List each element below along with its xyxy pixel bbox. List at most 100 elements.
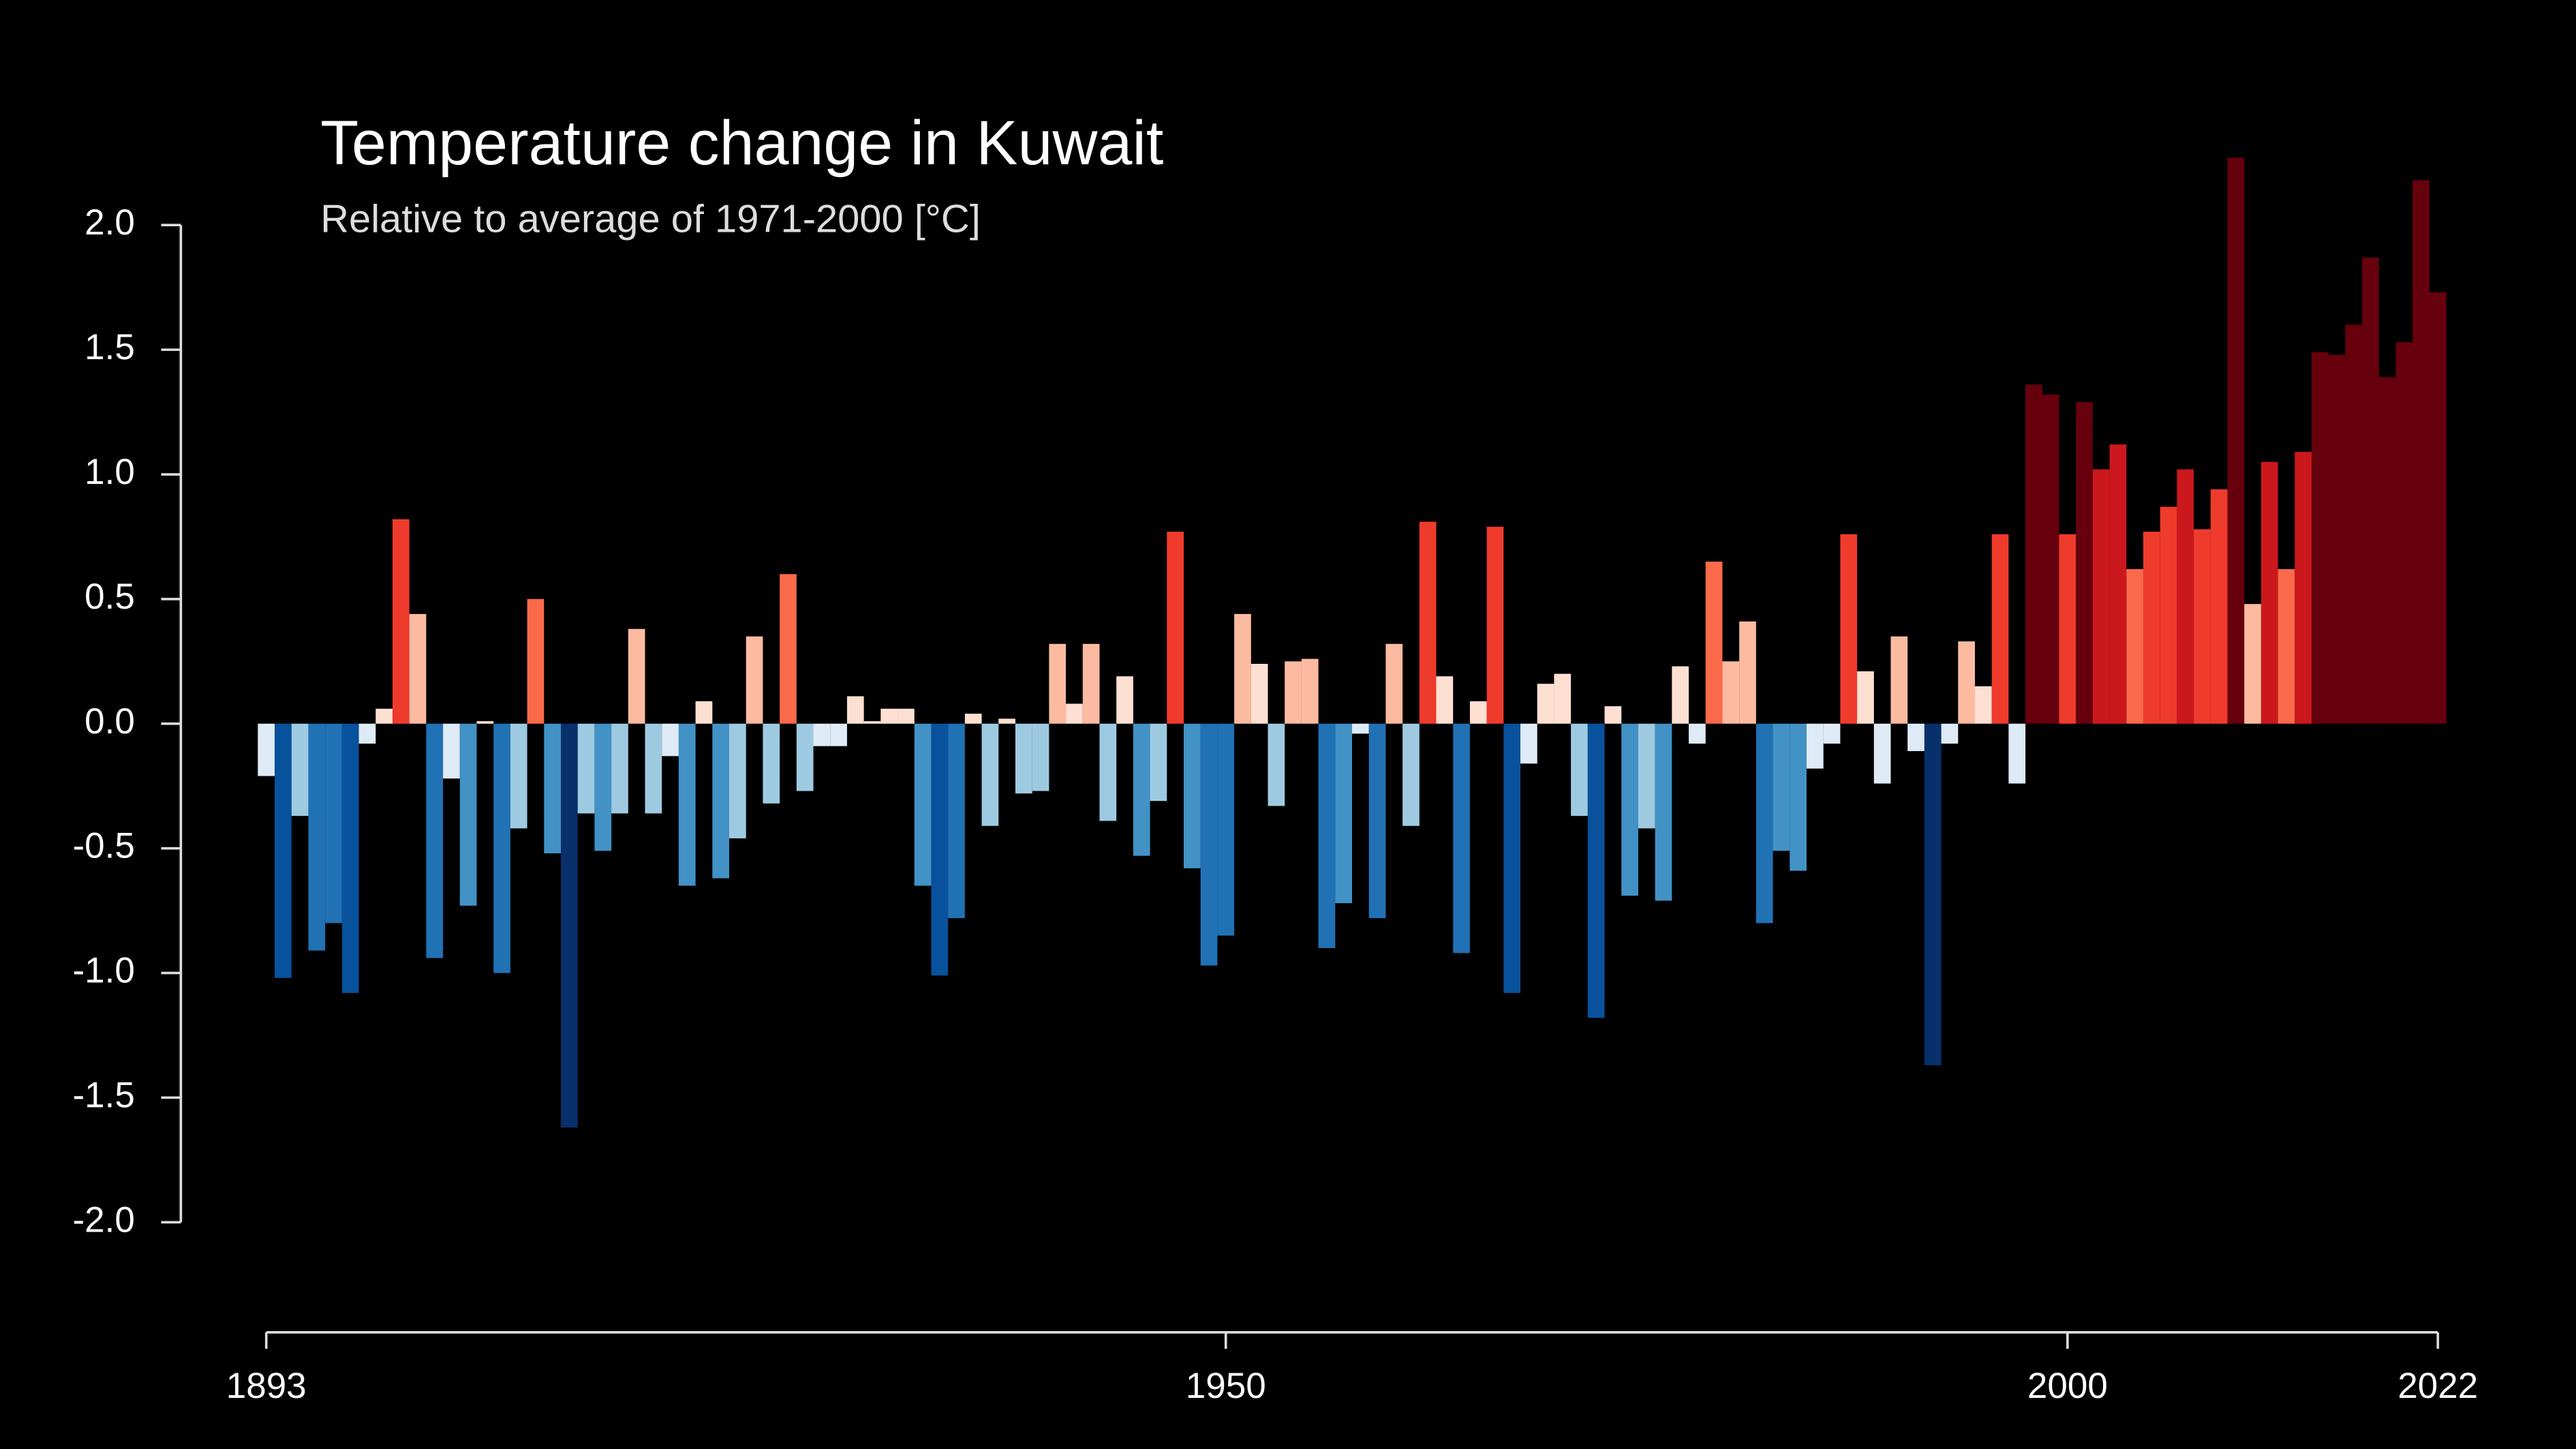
bar — [561, 723, 578, 1128]
bar — [1268, 723, 1285, 806]
bar — [1571, 723, 1588, 817]
bar — [544, 723, 562, 854]
bar — [1301, 658, 1319, 724]
bar — [1335, 723, 1353, 904]
bar — [1739, 621, 1756, 724]
bar — [1991, 534, 2009, 724]
bar — [1436, 676, 1454, 724]
bar — [2143, 532, 2160, 724]
bar — [1806, 723, 1824, 769]
bar — [1520, 723, 1537, 764]
bar — [948, 723, 965, 919]
bar — [796, 723, 814, 791]
bar — [1200, 723, 1218, 966]
y-tick-label: -2.0 — [73, 1200, 135, 1240]
bar — [1469, 701, 1487, 724]
bar — [1537, 684, 1554, 724]
bar — [2126, 569, 2144, 724]
bar — [2109, 444, 2127, 724]
bar — [1385, 643, 1403, 724]
bar — [392, 519, 410, 724]
bar — [1890, 636, 1908, 724]
y-tick-label: -1.5 — [73, 1075, 135, 1115]
bar — [2378, 377, 2396, 724]
y-tick-label: 1.0 — [85, 452, 135, 492]
bar — [1402, 723, 1420, 826]
bar — [931, 723, 949, 976]
bar — [1958, 641, 1975, 724]
bar — [2076, 401, 2093, 724]
y-tick-label: 1.5 — [85, 327, 135, 367]
bar — [2362, 257, 2379, 724]
bar — [1722, 661, 1740, 724]
bar — [1587, 723, 1605, 1018]
bar — [1167, 532, 1184, 724]
bar — [695, 701, 713, 724]
bar — [1655, 723, 1672, 901]
bar — [1705, 562, 1723, 724]
bar — [678, 723, 696, 886]
bar — [2059, 534, 2076, 724]
bar — [746, 636, 763, 724]
y-tick-label: -0.5 — [73, 826, 135, 866]
bar — [1217, 723, 1235, 936]
bar — [1066, 703, 1083, 724]
x-tick-label: 1893 — [226, 1366, 307, 1406]
bar — [2092, 469, 2110, 724]
bar — [830, 723, 847, 746]
bar — [341, 723, 359, 993]
bar — [964, 714, 982, 724]
bar — [1251, 664, 1268, 724]
bar — [712, 723, 730, 879]
bar — [813, 723, 831, 746]
bar — [1755, 723, 1773, 924]
bar — [2042, 394, 2059, 724]
bar — [1150, 723, 1167, 802]
bar — [1840, 534, 1858, 724]
bar — [2160, 506, 2177, 724]
bar — [2345, 324, 2363, 724]
bar — [1318, 723, 1336, 948]
bar — [275, 723, 292, 978]
bar — [493, 723, 510, 973]
bar — [2328, 354, 2346, 724]
bar — [1015, 723, 1032, 794]
bar — [1790, 723, 1807, 871]
bar — [998, 718, 1015, 724]
bar — [2429, 292, 2447, 724]
bar — [662, 723, 679, 757]
bar — [880, 708, 898, 724]
bar — [898, 708, 915, 724]
bar — [1689, 723, 1706, 744]
bar — [258, 723, 275, 776]
bar — [1453, 723, 1470, 954]
bar — [1049, 643, 1067, 724]
bar — [476, 721, 494, 724]
bar — [2194, 529, 2211, 724]
bar — [1823, 723, 1841, 744]
bar — [1554, 673, 1571, 724]
bar — [325, 723, 342, 924]
bar — [611, 723, 628, 814]
bar — [459, 723, 477, 906]
y-tick-label: -1.0 — [73, 951, 135, 991]
x-tick-label: 2022 — [2397, 1366, 2478, 1406]
bar — [1604, 706, 1622, 724]
bar — [1503, 723, 1521, 993]
bar — [1773, 723, 1790, 851]
bar — [1032, 723, 1049, 791]
bar — [2312, 352, 2329, 724]
bar — [1638, 723, 1655, 829]
bar — [510, 723, 527, 829]
bar — [426, 723, 444, 958]
bar — [1974, 686, 1992, 724]
bar — [2177, 469, 2194, 724]
bar — [358, 723, 376, 744]
bar — [1133, 723, 1150, 856]
bar — [1234, 613, 1251, 724]
bar — [914, 723, 932, 886]
bar — [2008, 723, 2026, 784]
y-tick-label: 0.5 — [85, 577, 135, 617]
